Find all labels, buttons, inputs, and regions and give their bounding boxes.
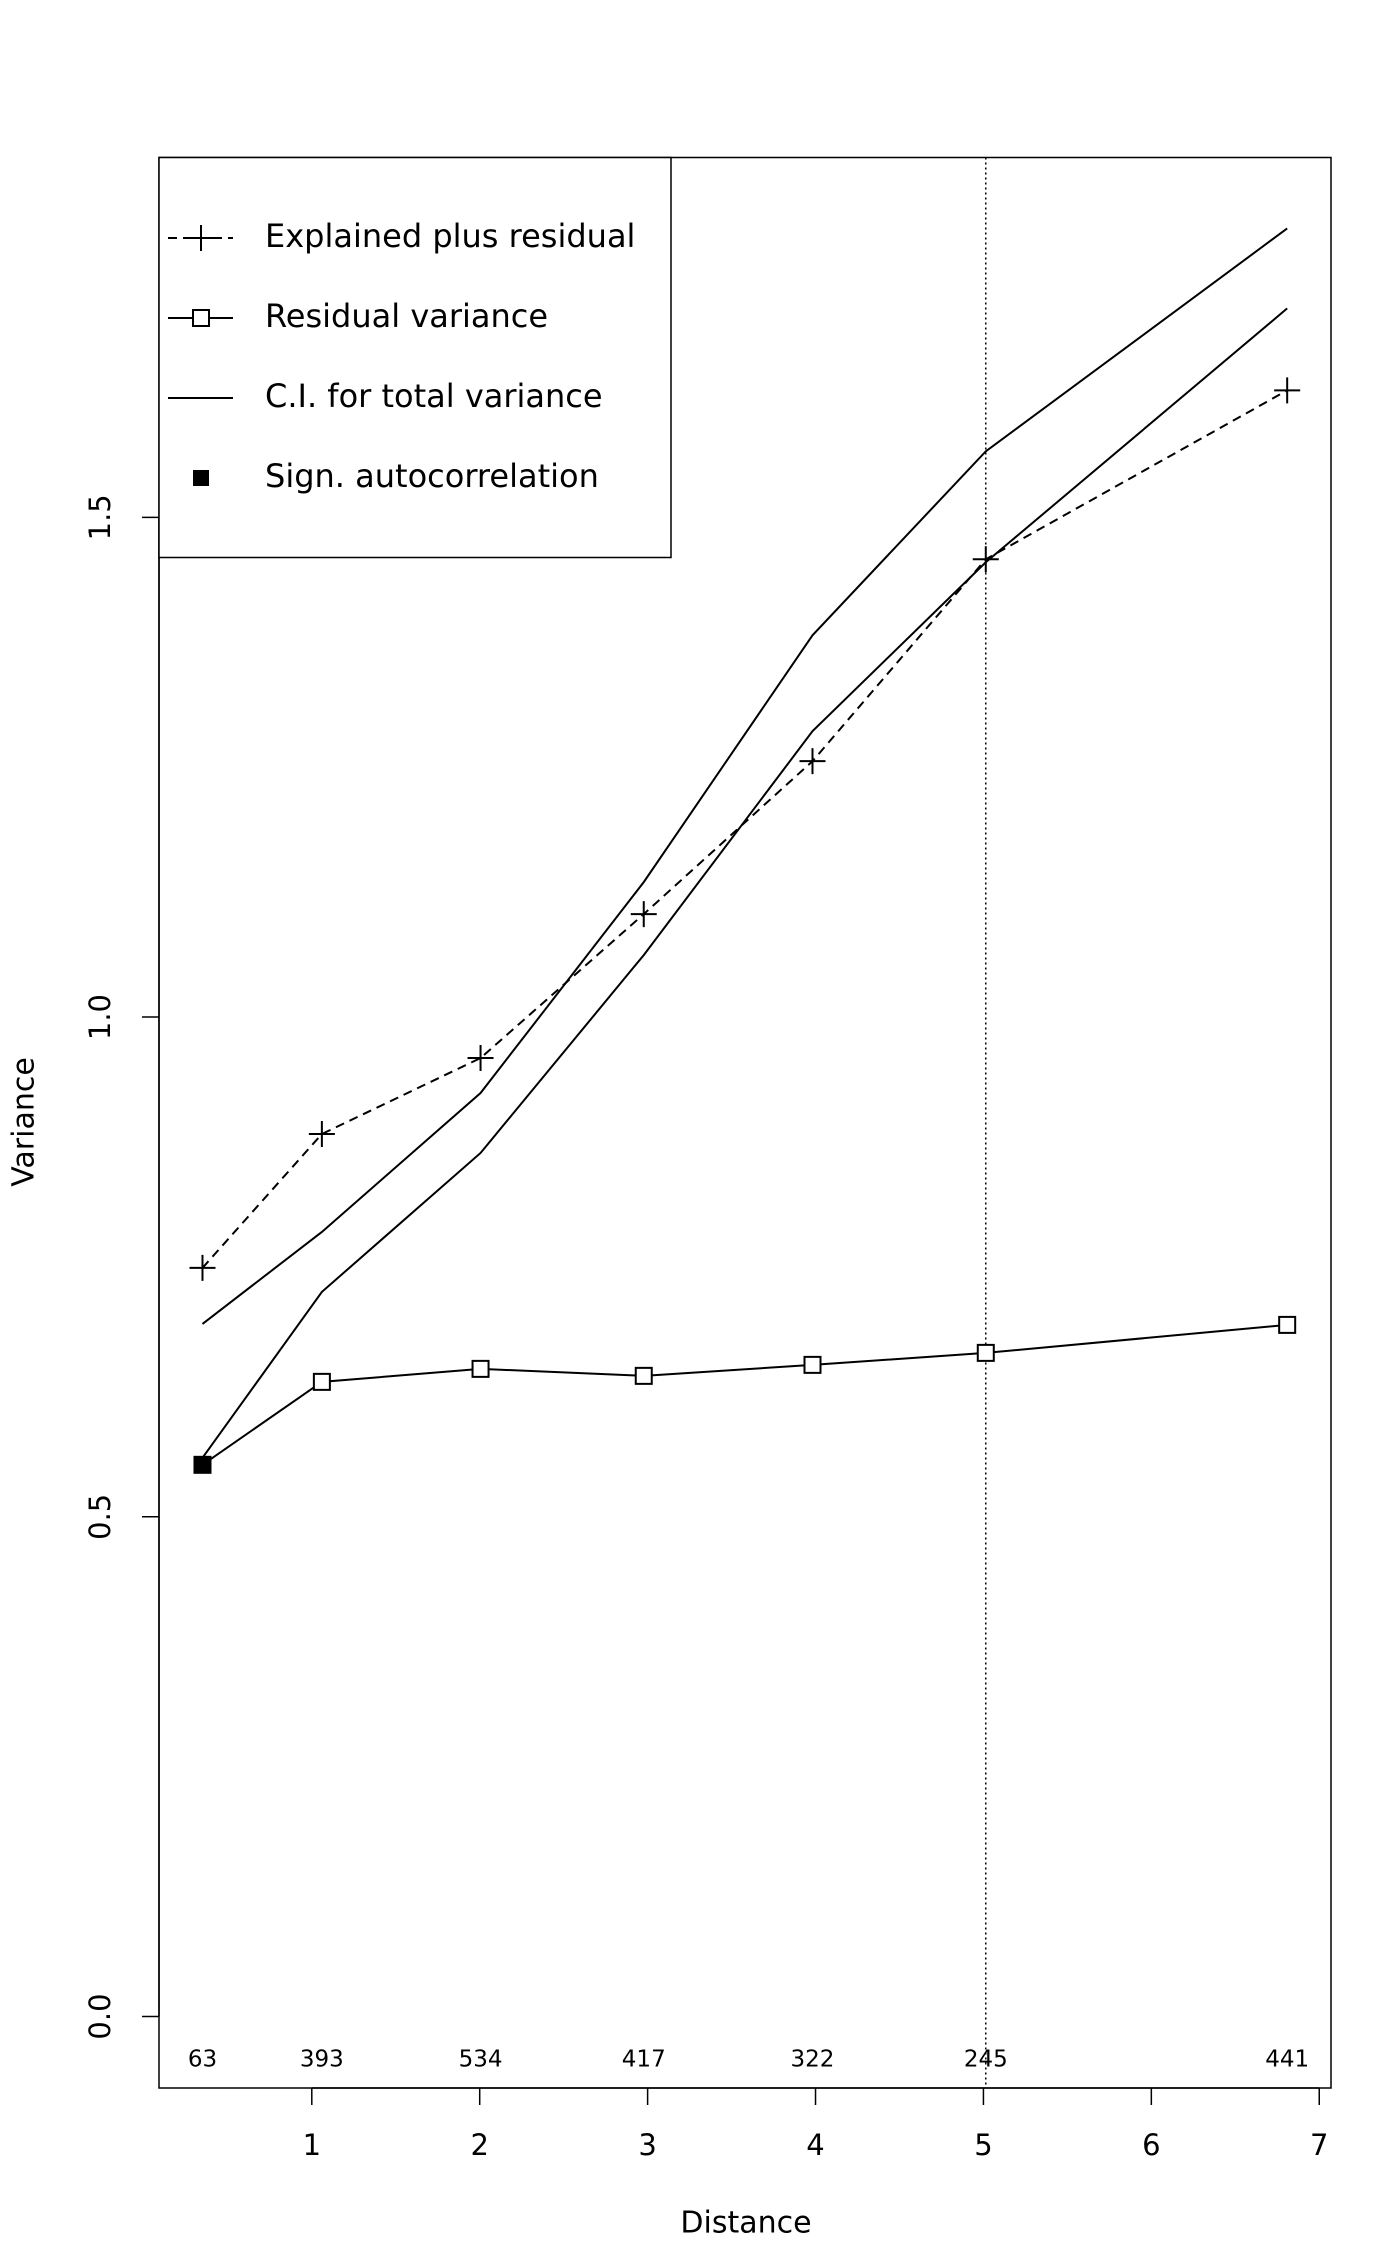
legend-label: Residual variance	[265, 297, 548, 335]
count-label: 393	[300, 2047, 344, 2073]
square-marker	[976, 1343, 995, 1362]
x-tick-label: 3	[638, 2128, 656, 2162]
y-tick-label: 1.0	[83, 994, 117, 1040]
square-marker	[192, 309, 210, 327]
ci-upper-line	[201, 227, 1288, 1325]
x-tick-label: 4	[806, 2128, 824, 2162]
count-label: 322	[791, 2047, 835, 2073]
count-label: 63	[188, 2047, 217, 2073]
plus-marker	[308, 1120, 335, 1147]
count-label: 534	[459, 2047, 503, 2073]
legend-box	[158, 156, 672, 559]
x-tick-label: 5	[974, 2128, 992, 2162]
plus-marker	[188, 225, 214, 251]
plus-marker	[189, 1254, 216, 1281]
legend-label: Explained plus residual	[265, 217, 635, 255]
square-marker	[312, 1372, 331, 1391]
y-tick-label: 0.0	[83, 1993, 117, 2039]
count-label: 441	[1265, 2047, 1309, 2073]
count-label: 417	[622, 2047, 666, 2073]
y-tick-label: 0.5	[83, 1494, 117, 1540]
y-axis-label: Variance	[7, 1057, 42, 1187]
plus-marker	[1274, 377, 1301, 404]
square-marker	[1278, 1315, 1297, 1334]
square-marker	[634, 1366, 653, 1385]
series-line	[201, 1323, 1288, 1466]
square-marker	[193, 1455, 212, 1474]
legend-label: C.I. for total variance	[265, 377, 603, 415]
plus-marker	[467, 1045, 494, 1072]
plus-marker	[972, 546, 999, 573]
legend-label: Sign. autocorrelation	[265, 457, 599, 495]
x-axis-label: Distance	[680, 2206, 811, 2241]
square-marker	[471, 1359, 490, 1378]
x-tick-label: 7	[1310, 2128, 1328, 2162]
x-tick-label: 1	[303, 2128, 321, 2162]
x-tick-label: 2	[470, 2128, 488, 2162]
square-marker	[803, 1355, 822, 1374]
plus-marker	[799, 748, 826, 775]
x-tick-label: 6	[1142, 2128, 1160, 2162]
count-label: 245	[964, 2047, 1008, 2073]
legend-filled-square	[193, 470, 209, 486]
plus-marker	[630, 901, 657, 928]
y-tick-label: 1.5	[83, 494, 117, 540]
